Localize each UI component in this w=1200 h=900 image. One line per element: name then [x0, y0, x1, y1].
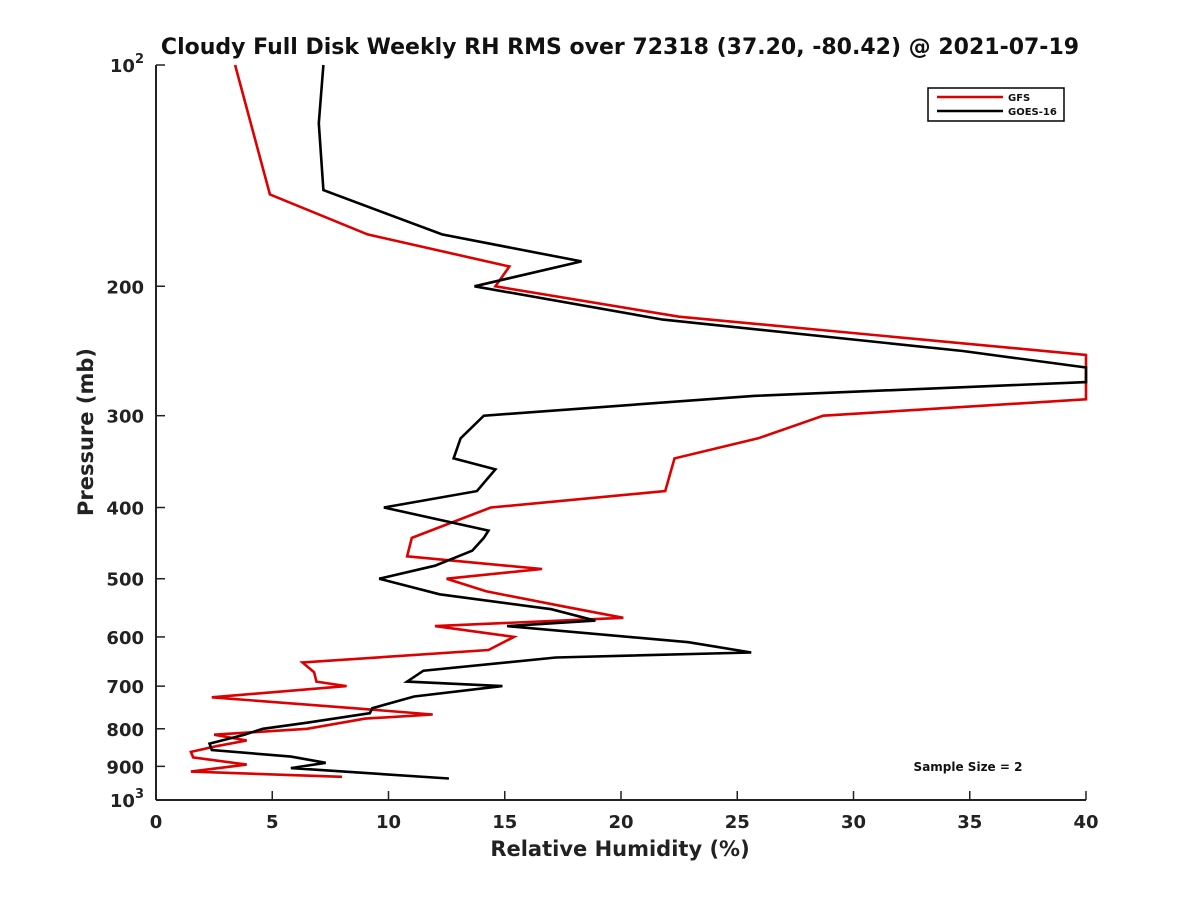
- y-tick-label: 500: [106, 570, 144, 591]
- y-tick-label: 800: [106, 720, 144, 741]
- x-tick-label: 20: [608, 812, 633, 833]
- chart-title: Cloudy Full Disk Weekly RH RMS over 7231…: [161, 35, 1079, 60]
- y-tick-label: 700: [106, 677, 144, 698]
- series-line-gfs: [189, 64, 1088, 779]
- y-tick-label: 300: [106, 407, 144, 428]
- x-tick-label: 35: [957, 812, 982, 833]
- y-tick-label: 103: [110, 787, 144, 812]
- x-tick-label: 25: [725, 812, 750, 833]
- x-tick-label: 10: [376, 812, 401, 833]
- x-axis-label: Relative Humidity (%): [490, 837, 749, 861]
- x-tick-label: 30: [841, 812, 866, 833]
- y-tick-label: 102: [110, 52, 144, 77]
- series-line-goes-16: [207, 64, 1088, 780]
- legend: GFS GOES-16: [927, 87, 1065, 122]
- y-tick-label: 600: [106, 628, 144, 649]
- plot-axes: 0 5 10 15 20 25 30 35 40 102 200 300 400 500 600 700 800…: [106, 52, 1098, 833]
- legend-box: [927, 87, 1065, 122]
- legend-label-goes-16: GOES-16: [1008, 107, 1057, 118]
- legend-label-gfs: GFS: [1008, 93, 1030, 104]
- y-tick-label: 900: [106, 757, 144, 778]
- y-tick-label: 400: [106, 499, 144, 520]
- x-tick-label: 0: [150, 812, 163, 833]
- y-axis-label: Pressure (mb): [74, 348, 98, 516]
- series-layer: [189, 64, 1088, 780]
- x-tick-label: 5: [266, 812, 279, 833]
- y-tick-label: 200: [106, 277, 144, 298]
- x-tick-label: 40: [1073, 812, 1098, 833]
- sample-size-annotation: Sample Size = 2: [914, 760, 1023, 774]
- x-tick-label: 15: [492, 812, 517, 833]
